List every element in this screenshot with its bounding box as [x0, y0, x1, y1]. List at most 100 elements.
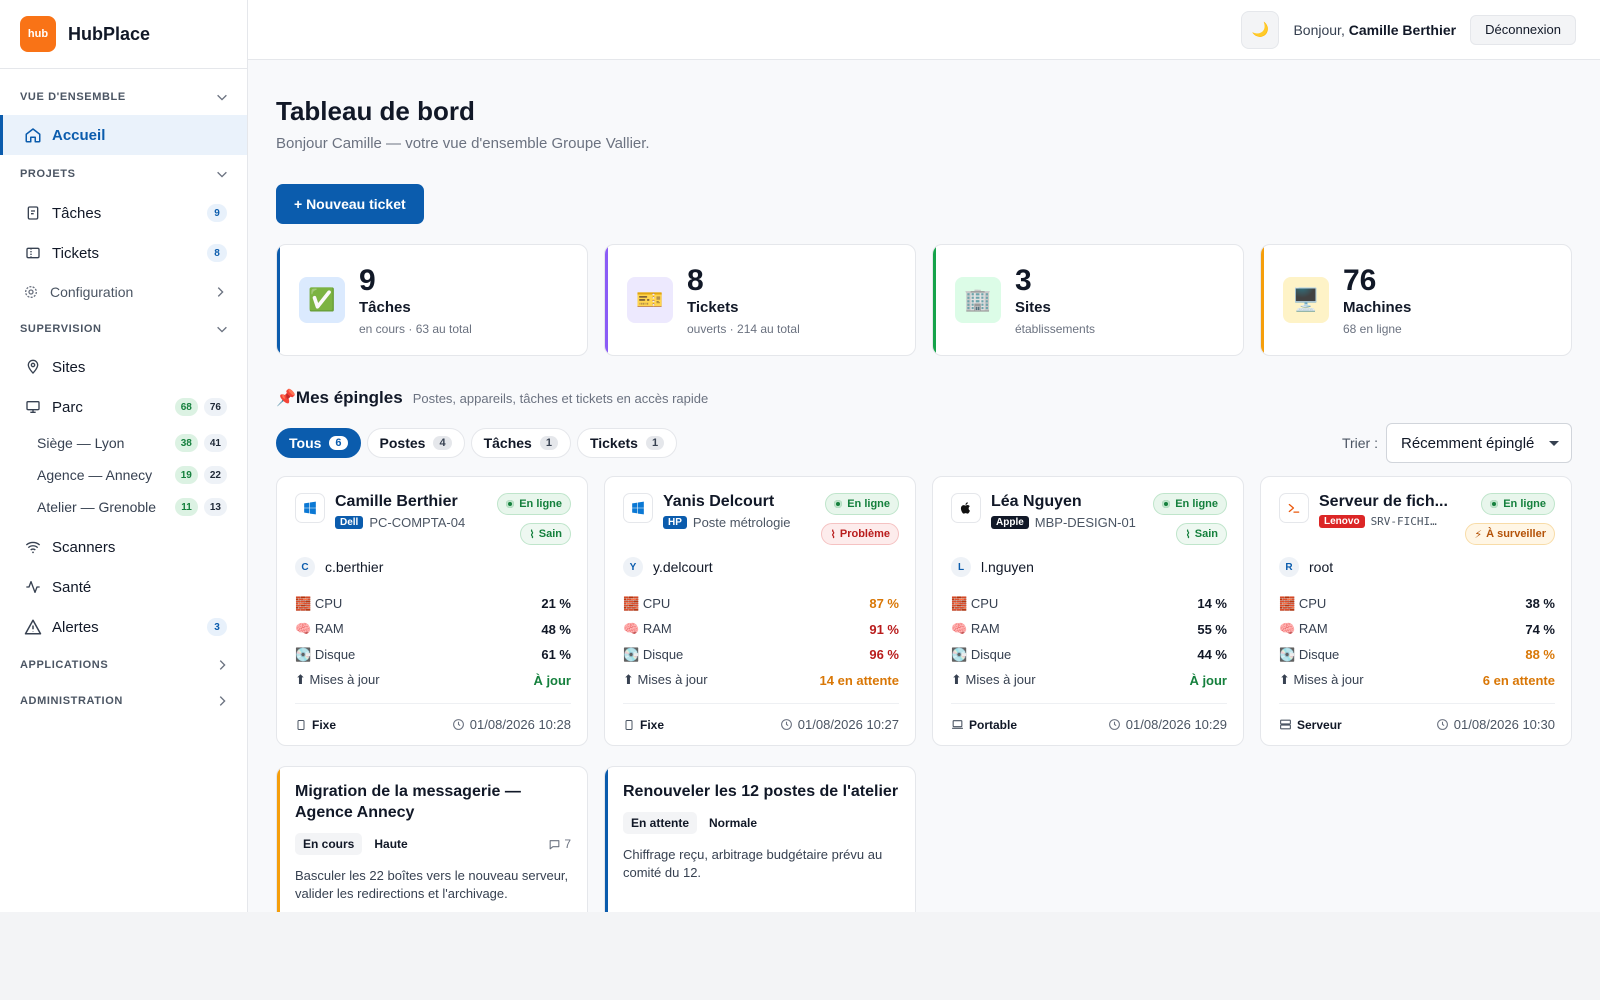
- sidebar-item-sites[interactable]: Sites: [0, 347, 247, 387]
- laptop-icon: [952, 720, 963, 729]
- brand[interactable]: hub HubPlace: [0, 0, 247, 69]
- logout-button[interactable]: Déconnexion: [1470, 14, 1576, 45]
- map-pin-icon: [24, 358, 42, 376]
- device-card[interactable]: Camille Berthier Dell PC-COMPTA-04 En li…: [276, 476, 588, 746]
- sidebar-subitem-site[interactable]: Agence — Annecy 19 22: [0, 459, 247, 491]
- sidebar-item-configuration[interactable]: Configuration: [0, 273, 247, 311]
- stat-card-machines[interactable]: 🖥️ 76 Machines 68 en ligne: [1260, 244, 1572, 356]
- device-type-text: Fixe: [640, 717, 665, 732]
- task-title: Migration de la messagerie — Agence Anne…: [295, 783, 521, 821]
- vendor-badge: HP: [663, 516, 687, 529]
- user-login: root: [1309, 559, 1334, 575]
- sidebar-subitem-site[interactable]: Atelier — Grenoble 11 13: [0, 491, 247, 523]
- last-seen: 01/08/2026 10:30: [1436, 717, 1555, 732]
- metric-updates: ⬆ Mises à jour À jour: [295, 668, 571, 694]
- caret-down-icon: [1549, 440, 1559, 446]
- last-seen-text: 01/08/2026 10:28: [469, 717, 571, 732]
- device-user: C c.berthier: [295, 557, 571, 577]
- device-host: Poste métrologie: [692, 515, 791, 530]
- online-status-text: En ligne: [847, 498, 890, 510]
- theme-toggle-button[interactable]: 🌙: [1241, 10, 1280, 49]
- device-metrics: 🧱 CPU 14 % 🧠 RAM 55 % 💽 Disque 44 % ⬆ Mises…: [951, 591, 1227, 693]
- sidebar-subitem-label: Siège — Lyon: [37, 435, 125, 451]
- status-dot-icon: [834, 500, 843, 508]
- sidebar-item-label: Parc: [52, 398, 83, 416]
- metric-ram: 🧠 RAM 48 %: [295, 617, 571, 643]
- ram-value: 55 %: [1197, 621, 1227, 637]
- sidebar-item-tasks[interactable]: Tâches 9: [0, 193, 247, 233]
- site-online-badge: 19: [174, 466, 198, 484]
- ticket-title: Renouveler les 12 postes de l'atelier: [623, 783, 899, 800]
- user-name: Camille Berthier: [1348, 21, 1457, 38]
- ram-label-text: RAM: [314, 621, 344, 637]
- filter-tickets[interactable]: Tickets 1: [576, 428, 678, 458]
- updates-value: 14 en attente: [819, 672, 899, 688]
- comments-count: 7: [548, 837, 571, 851]
- filter-taches[interactable]: Tâches 1: [470, 428, 571, 458]
- last-seen: 01/08/2026 10:28: [452, 717, 571, 732]
- disk-label: 💽 Disque: [295, 646, 356, 662]
- sidebar-item-alerts[interactable]: Alertes 3: [0, 607, 247, 647]
- updates-label-text: Mises à jour: [637, 672, 708, 688]
- stat-desc: établissements: [1015, 321, 1096, 336]
- sidebar-subitem-site[interactable]: Siège — Lyon 38 41: [0, 427, 247, 459]
- section-overview[interactable]: VUE D'ENSEMBLE: [0, 79, 247, 115]
- sidebar-item-health[interactable]: Santé: [0, 567, 247, 607]
- pulse-icon: ⚡: [1474, 528, 1483, 541]
- gear-icon: [22, 283, 40, 301]
- device-footer: Portable 01/08/2026 10:29: [951, 703, 1227, 745]
- device-metrics: 🧱 CPU 38 % 🧠 RAM 74 % 💽 Disque 88 % ⬆ Mises…: [1279, 591, 1555, 693]
- device-card[interactable]: Serveur de fich... Lenovo SRV-FICHI… En …: [1260, 476, 1572, 746]
- ticket-icon: [24, 244, 42, 262]
- stat-desc: en cours · 63 au total: [359, 321, 472, 336]
- sidebar-item-home[interactable]: Accueil: [0, 115, 247, 155]
- updates-value: À jour: [1189, 672, 1227, 688]
- section-administration[interactable]: ADMINISTRATION: [0, 683, 247, 719]
- device-user: R root: [1279, 557, 1555, 577]
- cpu-label: 🧱 CPU: [951, 595, 999, 611]
- sidebar-item-label: Sites: [52, 358, 86, 376]
- sort-select[interactable]: Récemment épinglé: [1386, 423, 1572, 463]
- task-card[interactable]: Migration de la messagerie — Agence Anne…: [276, 766, 588, 912]
- sidebar-item-scanners[interactable]: Scanners: [0, 527, 247, 567]
- new-ticket-button[interactable]: + Nouveau ticket: [276, 184, 424, 224]
- filter-postes[interactable]: Postes 4: [366, 428, 465, 458]
- last-seen: 01/08/2026 10:27: [780, 717, 899, 732]
- updates-label: ⬆ Mises à jour: [623, 672, 708, 688]
- sidebar-item-label: Tâches: [52, 204, 102, 222]
- updates-label: ⬆ Mises à jour: [295, 672, 380, 688]
- section-projects[interactable]: PROJETS: [0, 155, 247, 193]
- device-host: PC-COMPTA-04: [369, 515, 466, 530]
- section-supervision[interactable]: SUPERVISION: [0, 311, 247, 347]
- ticket-card[interactable]: Renouveler les 12 postes de l'atelier En…: [604, 766, 916, 912]
- sidebar-item-parc[interactable]: Parc 68 76: [0, 387, 247, 427]
- last-seen-text: 01/08/2026 10:27: [797, 717, 899, 732]
- filter-count: 1: [645, 436, 665, 450]
- updates-value: 6 en attente: [1482, 672, 1555, 688]
- app-window: hub HubPlace VUE D'ENSEMBLE Accueil PROJ…: [0, 0, 1600, 912]
- filter-all[interactable]: Tous 6: [276, 428, 361, 458]
- stat-card-sites[interactable]: 🏢 3 Sites établissements: [932, 244, 1244, 356]
- metric-updates: ⬆ Mises à jour À jour: [951, 668, 1227, 694]
- disk-value: 61 %: [541, 647, 571, 663]
- sort-value: Récemment épinglé: [1401, 434, 1535, 452]
- brand-logo: hub: [20, 16, 56, 52]
- metric-ram: 🧠 RAM 55 %: [951, 617, 1227, 643]
- stat-card-tickets[interactable]: 🎫 8 Tickets ouverts · 214 au total: [604, 244, 916, 356]
- stat-desc: 68 en ligne: [1343, 321, 1402, 336]
- section-applications[interactable]: APPLICATIONS: [0, 647, 247, 683]
- device-metrics: 🧱 CPU 87 % 🧠 RAM 91 % 💽 Disque 96 % ⬆ Mises…: [623, 591, 899, 693]
- metric-cpu: 🧱 CPU 38 %: [1279, 591, 1555, 617]
- pin-icon: 📌: [276, 390, 296, 407]
- health-status-pill: ⌇ Problème: [821, 523, 899, 545]
- sidebar-item-tickets[interactable]: Tickets 8: [0, 233, 247, 273]
- sidebar-subitem-label: Atelier — Grenoble: [37, 499, 157, 515]
- stat-card-tasks[interactable]: ✅ 9 Tâches en cours · 63 au total: [276, 244, 588, 356]
- cpu-label-text: CPU: [314, 595, 343, 611]
- device-card[interactable]: Léa Nguyen Apple MBP-DESIGN-01 En ligne …: [932, 476, 1244, 746]
- sidebar-item-label: Configuration: [50, 284, 134, 300]
- disk-value: 88 %: [1525, 647, 1555, 663]
- task-priority: Haute: [374, 837, 408, 851]
- ram-label: 🧠 RAM: [295, 621, 344, 637]
- device-card[interactable]: Yanis Delcourt HP Poste métrologie En li…: [604, 476, 916, 746]
